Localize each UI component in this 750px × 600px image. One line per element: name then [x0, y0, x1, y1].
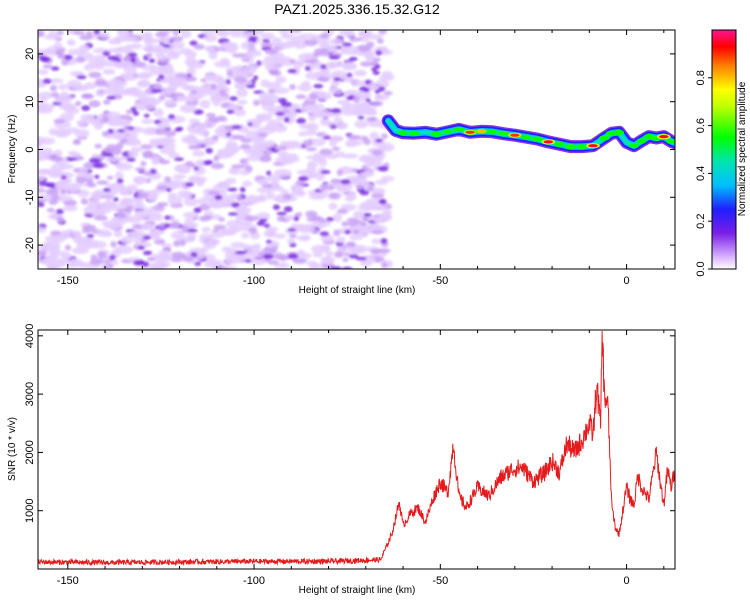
snr-y-tick-label: 1000	[24, 498, 36, 522]
spectrogram-x-tick-label: -100	[243, 275, 265, 287]
ridge-peak	[554, 141, 565, 147]
ridge-peak	[431, 131, 442, 137]
ridge-peak	[487, 129, 498, 135]
ridge-peak-core	[476, 129, 486, 133]
ridge-peak-core	[465, 130, 475, 134]
spectrogram-y-tick-label: 0	[24, 146, 36, 152]
snr-y-tick-label: 2000	[24, 440, 36, 464]
ridge-peak-core	[510, 133, 520, 137]
chart-title: PAZ1.2025.336.15.32.G12	[274, 1, 440, 17]
colorbar: 0.0 0.2 0.4 0.6 0.8 Normalized spectral ampl…	[695, 29, 748, 277]
spectrogram-y-axis-label: Frequency (Hz)	[7, 115, 18, 184]
ridge-peak	[576, 144, 588, 150]
snr-frame	[37, 329, 676, 570]
ridge-peak	[636, 138, 647, 144]
colorbar-tick-label: 0.6	[695, 118, 707, 133]
ridge-peak-core	[588, 144, 598, 148]
snr-y-tick-label: 3000	[24, 382, 36, 406]
colorbar-ticks: 0.0 0.2 0.4 0.6 0.8	[695, 70, 712, 277]
snr-y-axis-label: SNR (10 * v/v)	[7, 417, 18, 481]
colorbar-tick-label: 0.0	[695, 261, 707, 276]
snr-y-tick-label: 4000	[24, 324, 36, 348]
snr-series-line	[38, 330, 675, 567]
spectrogram-x-tick-label: 0	[624, 275, 630, 287]
colorbar-gradient	[711, 29, 737, 270]
colorbar-tick-label: 0.8	[695, 70, 707, 85]
colorbar-tick-label: 0.4	[695, 166, 707, 181]
ridge-peak	[453, 126, 465, 132]
snr-x-tick-label: -50	[432, 575, 448, 587]
noise-speckle	[38, 30, 395, 269]
snr-panel: -150 -100 -50 0 1000 2000 3000 4000 Height of s…	[7, 324, 676, 596]
snr-x-tick-label: -150	[57, 575, 79, 587]
ridge-peak	[442, 129, 453, 135]
snr-x-tick-label: 0	[624, 575, 630, 587]
spectrogram-heatmap	[38, 30, 675, 269]
colorbar-tick-label: 0.2	[695, 214, 707, 229]
ridge-peak-core	[659, 135, 669, 139]
spectrogram-y-tick-label: -10	[24, 189, 36, 205]
ridge-peak	[666, 138, 675, 144]
spectrogram-x-tick-label: -150	[57, 275, 79, 287]
spectrogram-y-tick-label: 20	[24, 48, 36, 60]
ridge-peak	[409, 130, 420, 136]
ridge-peak	[564, 144, 577, 150]
spectrogram-x-tick-label: -50	[432, 275, 448, 287]
ridge-peak-core	[543, 140, 554, 144]
snr-x-axis-label: Height of straight line (km)	[299, 585, 416, 596]
ridge-peak	[628, 143, 640, 149]
colorbar-label: Normalized spectral amplitude	[737, 81, 748, 216]
ridge-peak	[520, 134, 532, 140]
ridge-peak	[598, 135, 610, 141]
ridge-peak	[497, 131, 510, 137]
spectrogram-x-axis-label: Height of straight line (km)	[299, 285, 416, 296]
ridge-peak	[614, 129, 625, 135]
spectrogram-y-tick-label: 10	[24, 96, 36, 108]
signal-ridge	[381, 114, 675, 154]
spectrogram-y-tick-label: -20	[24, 237, 36, 253]
ridge-peak	[398, 130, 409, 136]
ridge-peak	[531, 136, 543, 142]
snr-line-layer	[38, 330, 675, 567]
snr-axes: -150 -100 -50 0 1000 2000 3000 4000	[24, 324, 675, 587]
snr-x-tick-label: -100	[243, 575, 265, 587]
